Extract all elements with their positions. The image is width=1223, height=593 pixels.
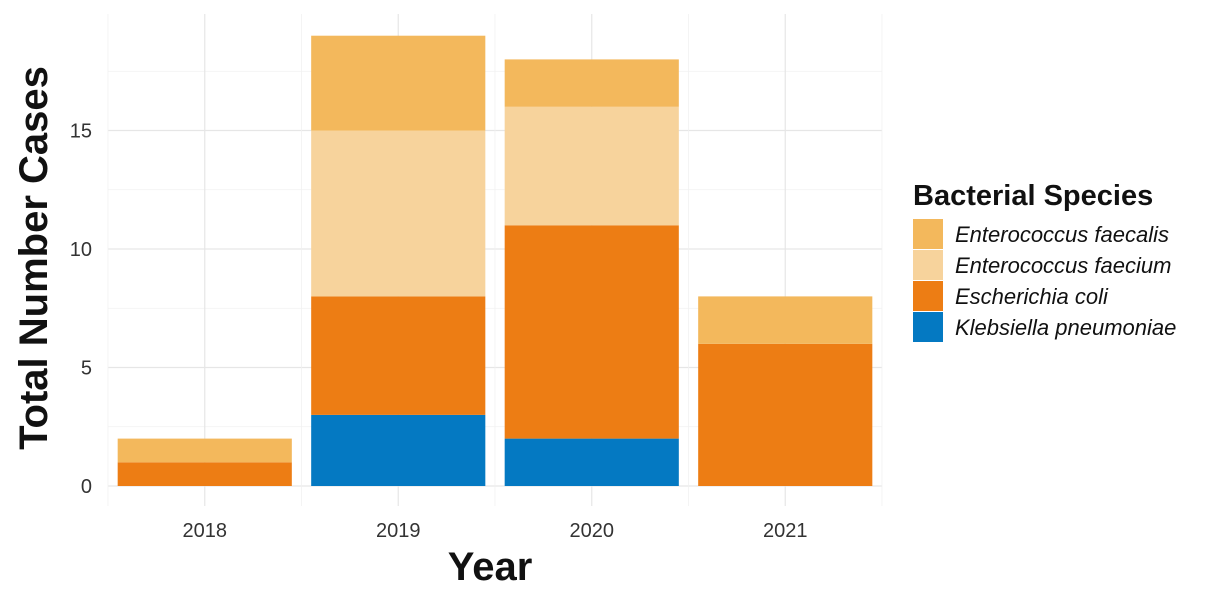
- legend: Bacterial Species Enterococcus faecalis E…: [913, 180, 1176, 342]
- bar-segment: Escherichia coli 2020: 9: [504, 225, 679, 439]
- bar-segment: Enterococcus faecalis 2018: 1: [117, 438, 292, 463]
- y-axis-title: Total Number Cases: [12, 66, 56, 450]
- bar-segment: Enterococcus faecium 2020: 5: [504, 106, 679, 226]
- x-tick-label: 2018: [183, 520, 228, 542]
- bar-segment: Escherichia coli 2019: 5: [311, 296, 486, 415]
- bar-segment: Enterococcus faecalis 2020: 2: [504, 59, 679, 107]
- y-tick-label: 5: [81, 358, 92, 380]
- x-tick-label: 2020: [570, 520, 615, 542]
- y-tick-label: 10: [70, 239, 92, 261]
- legend-swatch: [913, 250, 943, 280]
- legend-label: Enterococcus faecium: [955, 253, 1171, 278]
- x-axis-ticks: 2018 2019 2020 2021: [183, 520, 808, 542]
- bar-segment: Enterococcus faecalis 2019: 4: [311, 35, 486, 131]
- legend-swatch: [913, 312, 943, 342]
- x-axis-title: Year: [448, 545, 533, 589]
- legend-swatch: [913, 281, 943, 311]
- x-tick-label: 2021: [763, 520, 808, 542]
- bar-segment: Enterococcus faecalis 2021: 2: [698, 296, 873, 344]
- legend-swatch: [913, 219, 943, 249]
- bar-segment: Escherichia coli 2021: 6: [698, 343, 873, 486]
- bar-segment: Enterococcus faecium 2019: 7: [311, 130, 486, 297]
- bar-segment: Escherichia coli 2018: 1: [117, 462, 292, 486]
- bar-segment: Klebsiella pneumoniae 2019: 3: [311, 414, 486, 486]
- legend-label: Enterococcus faecalis: [955, 222, 1169, 247]
- y-tick-label: 15: [70, 121, 92, 143]
- legend-label: Klebsiella pneumoniae: [955, 315, 1176, 340]
- y-tick-label: 0: [81, 476, 92, 498]
- x-tick-label: 2019: [376, 520, 421, 542]
- legend-title: Bacterial Species: [913, 180, 1153, 212]
- bar-segment: Klebsiella pneumoniae 2020: 2: [504, 438, 679, 486]
- bars-group: Escherichia coli 2018: 1Enterococcus fae…: [117, 35, 873, 486]
- y-axis-ticks: 0 5 10 15: [70, 121, 92, 499]
- legend-label: Escherichia coli: [955, 284, 1109, 309]
